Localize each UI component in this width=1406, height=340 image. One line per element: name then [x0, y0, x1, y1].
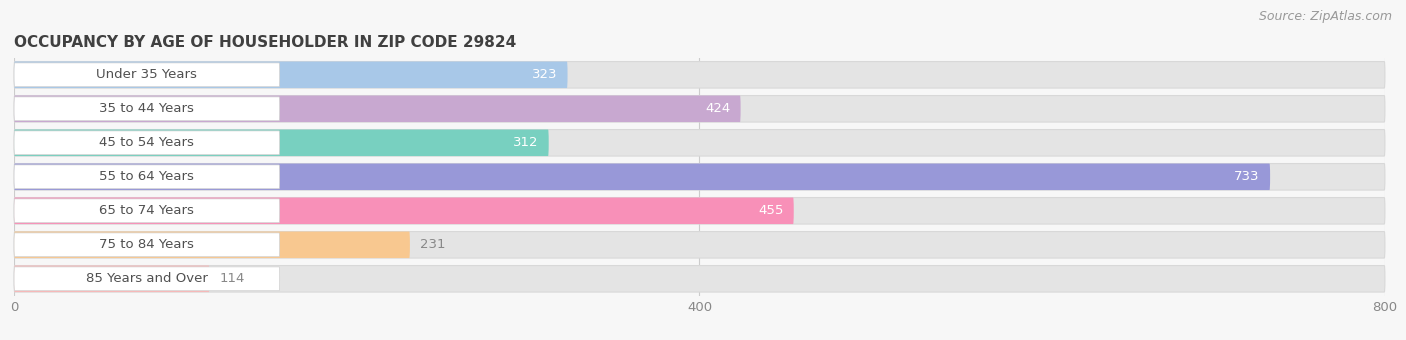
Text: 323: 323 — [531, 68, 557, 81]
Text: 45 to 54 Years: 45 to 54 Years — [100, 136, 194, 149]
Text: 65 to 74 Years: 65 to 74 Years — [100, 204, 194, 217]
FancyBboxPatch shape — [14, 267, 280, 291]
Text: 733: 733 — [1234, 170, 1260, 183]
Text: 35 to 44 Years: 35 to 44 Years — [100, 102, 194, 115]
Text: 424: 424 — [704, 102, 730, 115]
Text: Under 35 Years: Under 35 Years — [97, 68, 197, 81]
FancyBboxPatch shape — [14, 233, 280, 257]
Text: 231: 231 — [420, 238, 446, 251]
FancyBboxPatch shape — [14, 266, 209, 292]
FancyBboxPatch shape — [14, 198, 794, 224]
Text: 114: 114 — [219, 272, 245, 285]
FancyBboxPatch shape — [14, 164, 1270, 190]
FancyBboxPatch shape — [14, 232, 1385, 258]
FancyBboxPatch shape — [14, 266, 1385, 292]
FancyBboxPatch shape — [14, 62, 568, 88]
Text: 75 to 84 Years: 75 to 84 Years — [100, 238, 194, 251]
FancyBboxPatch shape — [14, 131, 280, 155]
Text: 85 Years and Over: 85 Years and Over — [86, 272, 208, 285]
FancyBboxPatch shape — [14, 232, 411, 258]
Text: 55 to 64 Years: 55 to 64 Years — [100, 170, 194, 183]
FancyBboxPatch shape — [14, 164, 1385, 190]
FancyBboxPatch shape — [14, 130, 548, 156]
FancyBboxPatch shape — [14, 62, 1385, 88]
Text: 455: 455 — [758, 204, 783, 217]
FancyBboxPatch shape — [14, 96, 1385, 122]
FancyBboxPatch shape — [14, 198, 1385, 224]
FancyBboxPatch shape — [14, 165, 280, 189]
FancyBboxPatch shape — [14, 63, 280, 87]
FancyBboxPatch shape — [14, 199, 280, 223]
Text: Source: ZipAtlas.com: Source: ZipAtlas.com — [1258, 10, 1392, 23]
FancyBboxPatch shape — [14, 96, 741, 122]
FancyBboxPatch shape — [14, 97, 280, 121]
FancyBboxPatch shape — [14, 130, 1385, 156]
Text: 312: 312 — [513, 136, 538, 149]
Text: OCCUPANCY BY AGE OF HOUSEHOLDER IN ZIP CODE 29824: OCCUPANCY BY AGE OF HOUSEHOLDER IN ZIP C… — [14, 35, 516, 50]
